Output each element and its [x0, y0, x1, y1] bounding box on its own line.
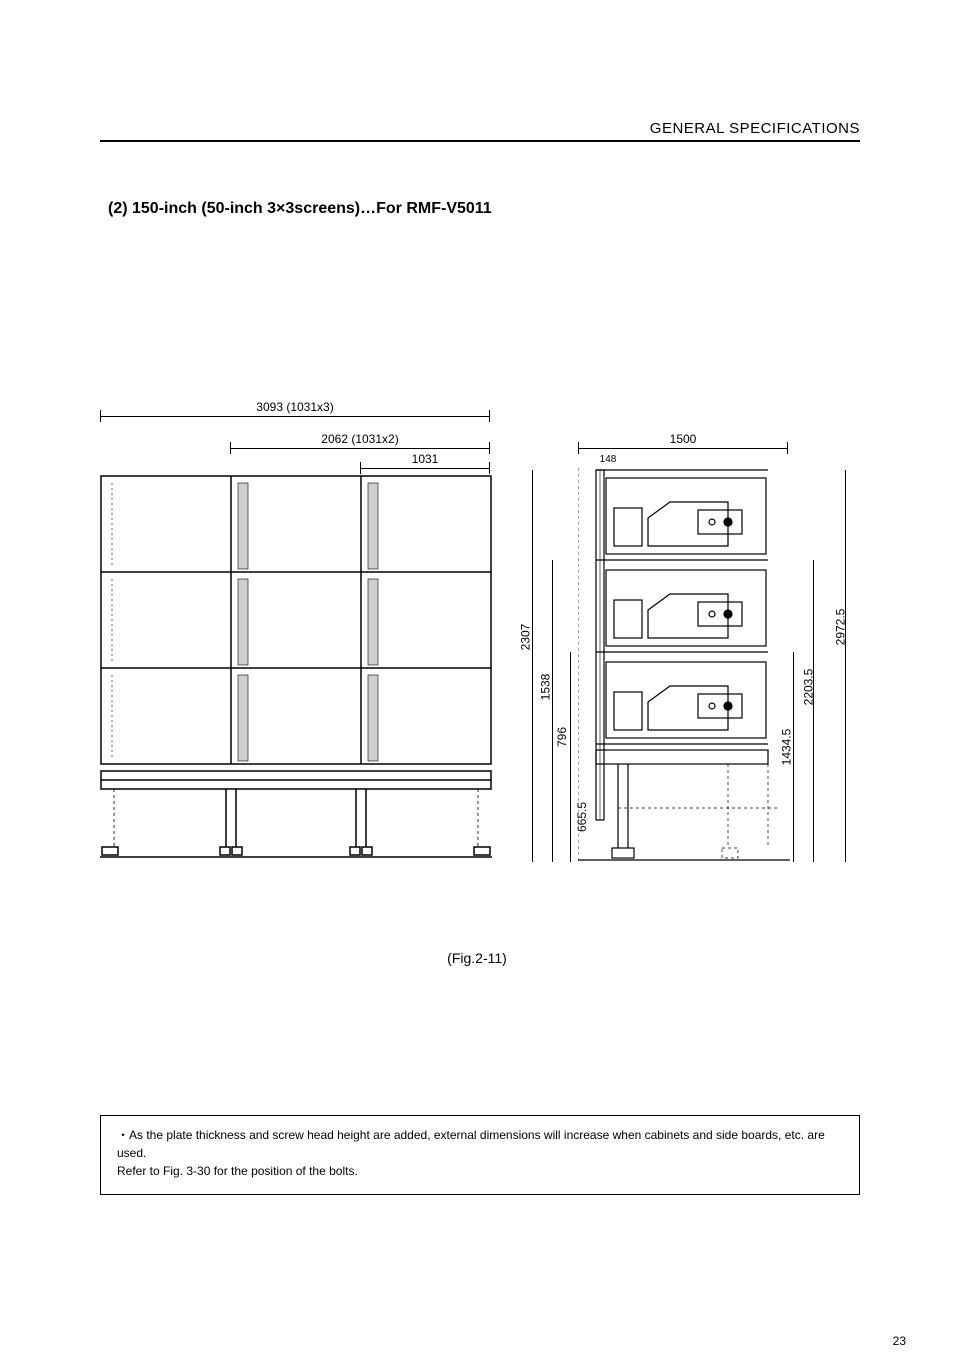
- footnote-line-1: ・As the plate thickness and screw head h…: [117, 1126, 843, 1162]
- dim-depth-line: [578, 448, 788, 449]
- header-rule: [100, 140, 860, 142]
- dim-h-left2: 1538: [538, 674, 552, 701]
- dim-total-width-line: [100, 416, 490, 417]
- footnote-box: ・As the plate thickness and screw head h…: [100, 1115, 860, 1195]
- figure-caption: (Fig.2-11): [0, 950, 954, 966]
- footnote-line-2: Refer to Fig. 3-30 for the position of t…: [117, 1162, 843, 1180]
- dim-one-width: 1031: [360, 452, 490, 466]
- dim-148: 148: [588, 454, 628, 465]
- technical-drawing: 3093 (1031x3) 2062 (1031x2) 1031: [100, 430, 860, 870]
- dim-h-total-line: [845, 470, 846, 862]
- dim-two-width: 2062 (1031x2): [230, 432, 490, 446]
- front-elevation: [100, 475, 492, 860]
- dim-depth: 1500: [603, 432, 763, 446]
- side-elevation: [578, 468, 790, 863]
- document-page: GENERAL SPECIFICATIONS (2) 150-inch (50-…: [0, 0, 954, 1366]
- section-title: (2) 150-inch (50-inch 3×3screens)…For RM…: [108, 200, 492, 218]
- dim-h-sub2-line: [793, 652, 794, 862]
- dim-h-left3: 796: [555, 727, 569, 747]
- dim-one-width-line: [360, 468, 490, 469]
- header-section-label: GENERAL SPECIFICATIONS: [650, 120, 860, 137]
- dim-total-width: 3093 (1031x3): [100, 400, 490, 414]
- dim-h-sub1-line: [813, 560, 814, 862]
- dim-two-width-line: [230, 448, 490, 449]
- dim-h-left1: 2307: [518, 624, 532, 651]
- page-number: 23: [893, 1334, 906, 1348]
